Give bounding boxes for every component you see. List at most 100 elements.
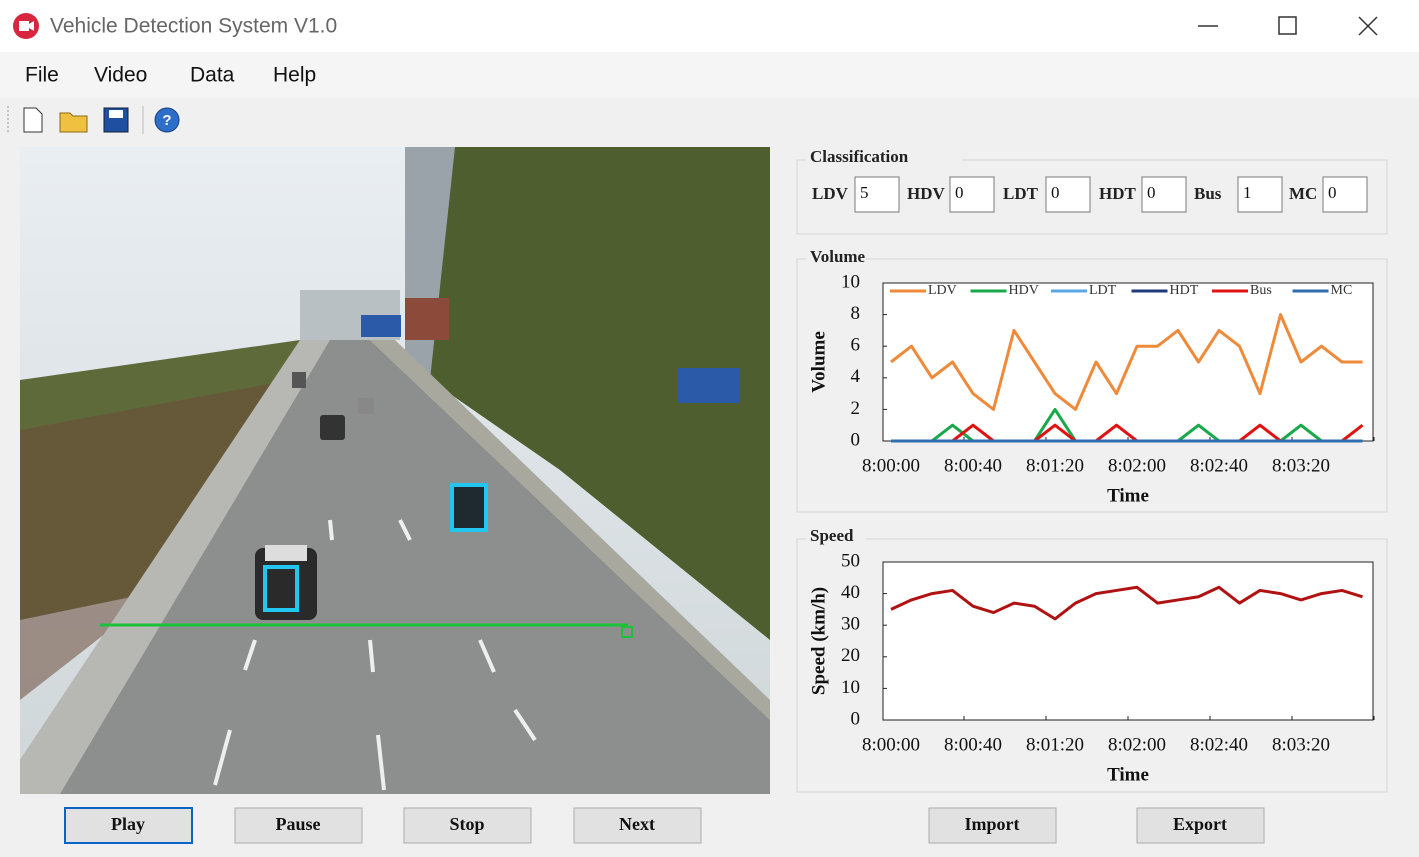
field-label: MC: [1289, 184, 1317, 203]
field-label: Bus: [1194, 184, 1222, 203]
menu-item[interactable]: Video: [94, 64, 147, 87]
lane-markings: [213, 519, 537, 791]
title-bar: [0, 0, 1419, 52]
x-tick-label: 8:01:20: [1026, 455, 1084, 476]
help-icon[interactable]: [154, 107, 180, 133]
line-handle: [621, 626, 633, 638]
button-label: Export: [1173, 814, 1227, 834]
car: [452, 485, 486, 530]
x-tick-label: 8:00:00: [862, 455, 920, 476]
y-tick-label: 10: [841, 271, 860, 292]
y-tick-label: 20: [841, 645, 860, 666]
plot-area: [882, 282, 1374, 442]
dynamic-layer: File Video Data Help LDV 5 HDV 0 LDT 0 HDT 0 Bus 1 MC 0…: [25, 64, 1375, 844]
series-line: [890, 585, 1363, 621]
button[interactable]: [1136, 807, 1265, 844]
x-axis-label: Time: [1107, 485, 1149, 506]
road-sign: [361, 315, 401, 337]
detection-box: [263, 565, 299, 612]
y-axis-label: Volume: [808, 331, 829, 393]
close-button[interactable]: [1358, 16, 1378, 36]
button-label: Stop: [449, 814, 484, 834]
detection-box: [450, 483, 488, 532]
help-icon-glyph: ?: [162, 112, 171, 129]
field-label: LDV: [812, 184, 849, 203]
app-icon-glyph: [29, 21, 34, 31]
field-value: 0: [1147, 183, 1156, 202]
road-shoulder: [20, 340, 330, 794]
billboard: [405, 298, 449, 340]
series-line: [890, 313, 1363, 411]
button[interactable]: [573, 807, 702, 844]
maximize-button[interactable]: [1278, 16, 1297, 35]
menu-item[interactable]: File: [25, 64, 59, 87]
field-value: 1: [1243, 183, 1252, 202]
groupbox-title-bg: [806, 148, 962, 166]
car: [292, 372, 306, 388]
legend-label: LDV: [928, 283, 957, 298]
window-title: Vehicle Detection System V1.0: [50, 15, 337, 38]
field-label: HDT: [1099, 184, 1137, 203]
field-label: LDT: [1003, 184, 1039, 203]
groupbox: [796, 159, 1388, 235]
x-tick-label: 8:03:20: [1272, 734, 1330, 755]
y-tick-label: 8: [851, 303, 861, 324]
button[interactable]: [234, 807, 363, 844]
x-tick-label: 8:03:20: [1272, 455, 1330, 476]
y-tick-label: 50: [841, 550, 860, 571]
x-tick-label: 8:00:40: [944, 455, 1002, 476]
y-tick-label: 4: [851, 366, 861, 387]
field-box[interactable]: [1141, 176, 1187, 213]
y-tick-label: 40: [841, 582, 860, 603]
road-sign: [677, 368, 739, 403]
save-icon-label: [109, 110, 123, 118]
legend-label: HDV: [1009, 283, 1039, 298]
trees-right: [430, 147, 770, 640]
open-icon[interactable]: [59, 112, 88, 133]
menu-item[interactable]: Data: [190, 64, 235, 87]
legend-label: HDT: [1170, 283, 1199, 298]
x-tick-label: 8:00:40: [944, 734, 1002, 755]
road-edge: [370, 340, 770, 720]
groupbox-title-bg: [806, 527, 866, 545]
x-tick-label: 8:02:40: [1190, 455, 1248, 476]
y-tick-label: 10: [841, 677, 860, 698]
groupbox-title: Volume: [810, 247, 866, 266]
field-value: 0: [1328, 183, 1337, 202]
video-frame: [20, 147, 770, 794]
x-tick-label: 8:01:20: [1026, 734, 1084, 755]
field-value: 0: [1051, 183, 1060, 202]
x-tick-label: 8:02:00: [1108, 455, 1166, 476]
x-tick-label: 8:02:40: [1190, 734, 1248, 755]
field-value: 5: [860, 183, 869, 202]
y-tick-label: 30: [841, 614, 860, 635]
field-box[interactable]: [854, 176, 900, 213]
y-axis-label: Speed (km/h): [808, 587, 829, 695]
groupbox-title: Speed: [810, 526, 854, 545]
x-axis-label: Time: [1107, 764, 1149, 785]
groupbox: [796, 538, 1388, 793]
legend-label: MC: [1331, 283, 1353, 298]
menu-item[interactable]: Help: [273, 64, 316, 87]
field-box[interactable]: [1045, 176, 1091, 213]
button[interactable]: [928, 807, 1057, 844]
groupbox: [796, 258, 1388, 513]
button-label: Play: [111, 814, 145, 834]
y-tick-label: 0: [851, 429, 861, 450]
new-icon[interactable]: [23, 107, 43, 133]
button[interactable]: [64, 807, 193, 844]
button-label: Import: [965, 814, 1020, 834]
menu-bar: [0, 52, 1419, 98]
field-box[interactable]: [1237, 176, 1283, 213]
field-label: HDV: [907, 184, 946, 203]
groupbox-title-bg: [806, 248, 866, 266]
car: [358, 398, 374, 414]
car: [320, 415, 345, 440]
field-box[interactable]: [1322, 176, 1368, 213]
x-tick-label: 8:00:00: [862, 734, 920, 755]
field-box[interactable]: [949, 176, 995, 213]
groupbox-title: Classification: [810, 147, 909, 166]
button[interactable]: [403, 807, 532, 844]
button-label: Next: [619, 814, 655, 834]
